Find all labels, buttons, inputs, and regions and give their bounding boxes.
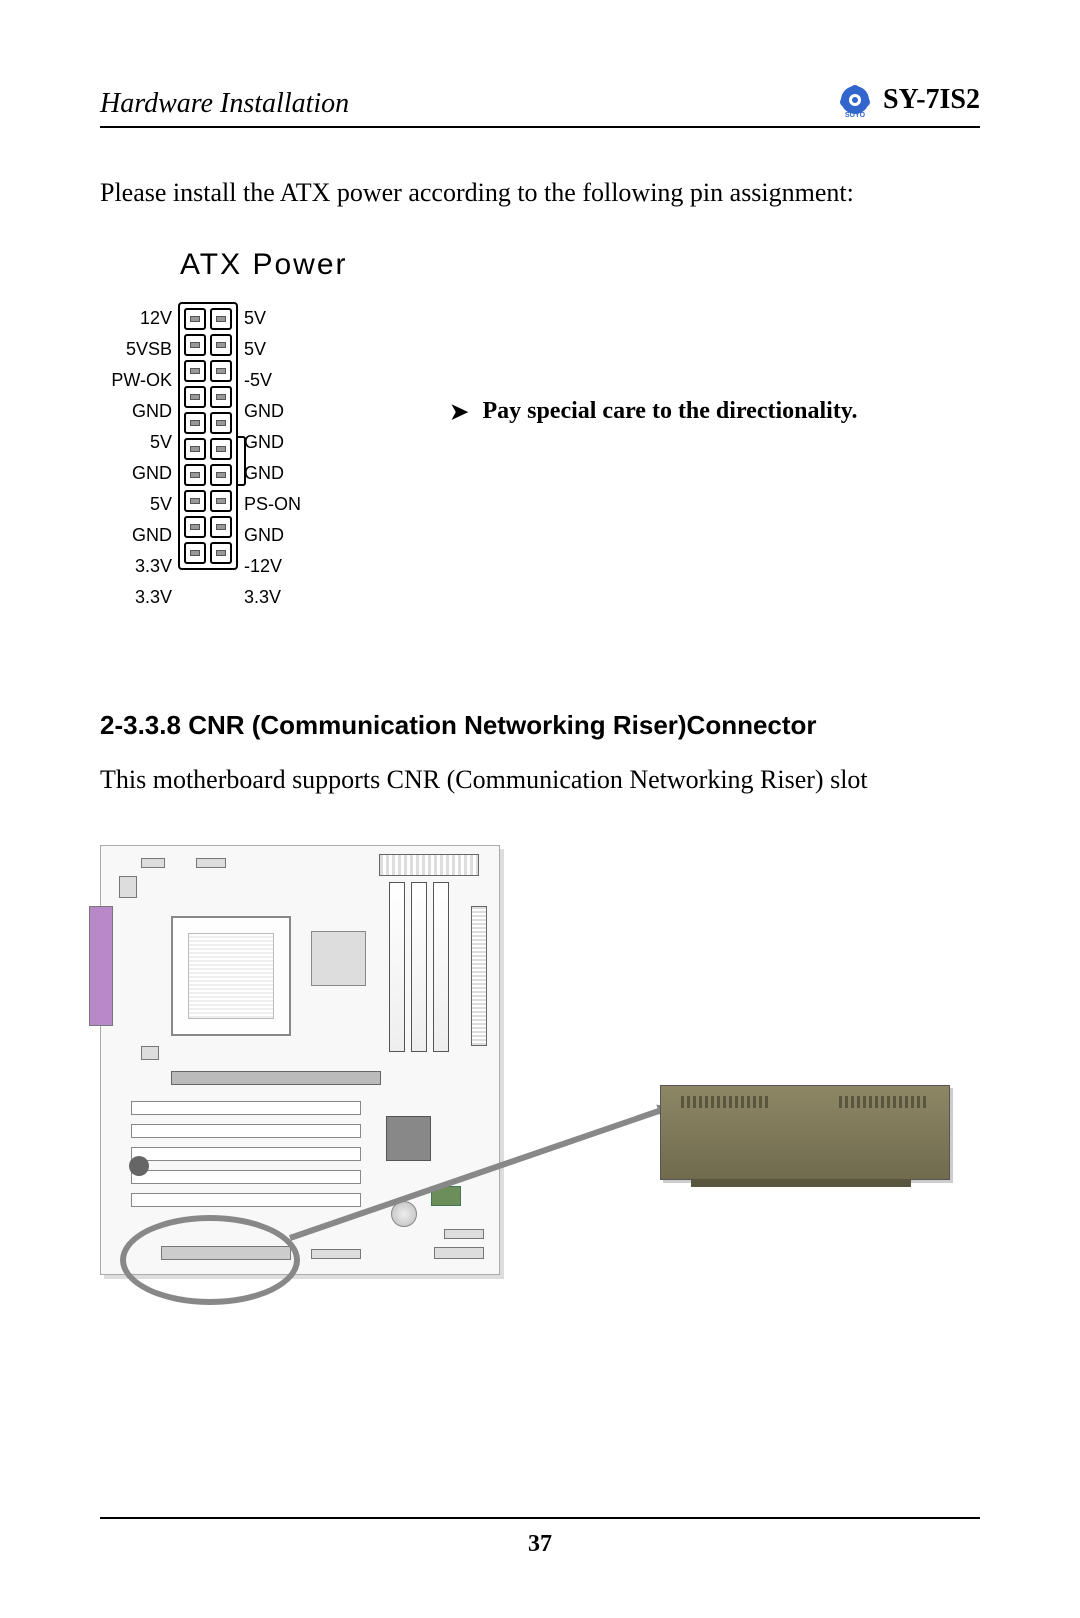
header-pin	[311, 1249, 361, 1259]
pin-label: -12V	[244, 554, 316, 579]
atx-power-block: ATX Power 12V 5VSB PW-OK GND 5V GND 5V G…	[100, 248, 980, 610]
pin-label: 5V	[100, 492, 172, 517]
section-number: 2-3.3.8	[100, 710, 181, 740]
atx-left-labels: 12V 5VSB PW-OK GND 5V GND 5V GND 3.3V 3.…	[100, 302, 172, 610]
header-section-title: Hardware Installation	[100, 88, 349, 120]
section-title: CNR (Communication Networking Riser)Conn…	[188, 710, 816, 740]
header-model: SOYO SY-7IS2	[835, 80, 980, 120]
callout-circle	[120, 1215, 300, 1305]
pin-label: 5VSB	[100, 337, 172, 362]
section-heading: 2-3.3.8 CNR (Communication Networking Ri…	[100, 710, 980, 741]
section-body: This motherboard supports CNR (Communica…	[100, 765, 980, 795]
model-number: SY-7IS2	[883, 84, 980, 116]
back-io-block	[89, 906, 113, 1026]
soyo-logo-icon: SOYO	[835, 80, 875, 120]
atx-title: ATX Power	[180, 248, 430, 282]
agp-slot	[171, 1071, 381, 1085]
header-pin	[434, 1247, 484, 1259]
note-text: Pay special care to the directionality.	[482, 398, 857, 425]
pci-slot	[131, 1101, 361, 1115]
cpu-socket	[171, 916, 291, 1036]
motherboard-outline	[100, 845, 500, 1275]
pin-label: PW-OK	[100, 368, 172, 393]
intro-text: Please install the ATX power according t…	[100, 178, 980, 208]
atx-pin-table: 12V 5VSB PW-OK GND 5V GND 5V GND 3.3V 3.…	[100, 302, 430, 610]
round-chip	[129, 1156, 149, 1176]
header-pin	[141, 1046, 159, 1060]
atx-connector-icon	[379, 854, 479, 876]
pin-label: GND	[100, 399, 172, 424]
atx-right-labels: 5V 5V -5V GND GND GND PS-ON GND -12V 3.3…	[244, 302, 316, 610]
pin-label: -5V	[244, 368, 316, 393]
header-pin	[141, 858, 165, 868]
atx-diagram: ATX Power 12V 5VSB PW-OK GND 5V GND 5V G…	[100, 248, 430, 610]
pin-label: 5V	[244, 306, 316, 331]
directionality-note: ➤ Pay special care to the directionality…	[450, 398, 857, 425]
northbridge-chip	[311, 931, 366, 986]
header-pin	[119, 876, 137, 898]
motherboard-figure	[100, 845, 980, 1325]
pin-label: 12V	[100, 306, 172, 331]
pin-label: GND	[100, 461, 172, 486]
pin-label: PS-ON	[244, 492, 316, 517]
header-pin	[196, 858, 226, 868]
pci-slot	[131, 1193, 361, 1207]
connector-notch	[238, 436, 246, 486]
southbridge-chip	[386, 1116, 431, 1161]
pin-label: 5V	[244, 337, 316, 362]
page-header: Hardware Installation SOYO SY-7IS2	[100, 80, 980, 128]
pin-label: 3.3V	[244, 585, 316, 610]
pin-label: 5V	[100, 430, 172, 455]
bullet-arrow-icon: ➤	[450, 399, 468, 425]
pci-slot	[131, 1124, 361, 1138]
pin-label: GND	[244, 523, 316, 548]
svg-text:SOYO: SOYO	[845, 112, 866, 119]
pci-slot	[131, 1170, 361, 1184]
cnr-card-illustration	[660, 1085, 950, 1180]
atx-connector-outline	[178, 302, 238, 570]
pin-label: 3.3V	[100, 554, 172, 579]
ide-connector	[471, 906, 487, 1046]
page-footer: 37	[100, 1517, 980, 1558]
pin-label: GND	[244, 399, 316, 424]
pin-label: GND	[244, 461, 316, 486]
header-pin	[444, 1229, 484, 1239]
pin-label: GND	[100, 523, 172, 548]
pin-label: GND	[244, 430, 316, 455]
pci-slot	[131, 1147, 361, 1161]
dimm-slots	[389, 882, 449, 1052]
pin-label: 3.3V	[100, 585, 172, 610]
page-number: 37	[528, 1531, 552, 1557]
